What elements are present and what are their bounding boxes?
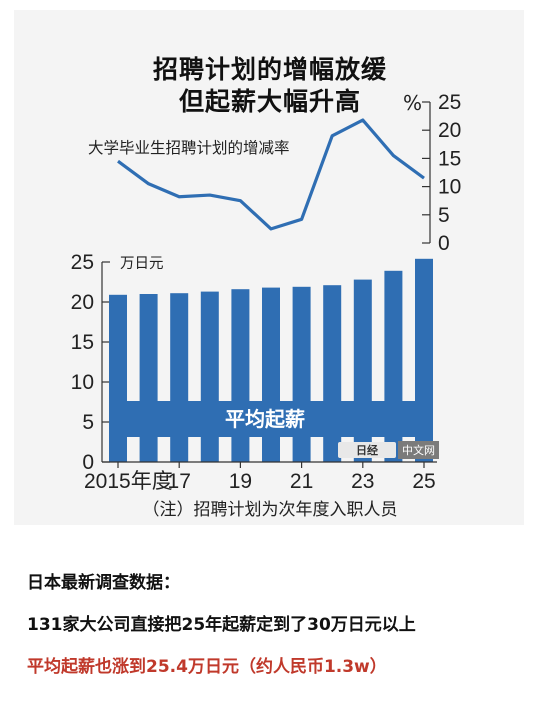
chart-title-line-1: 招聘计划的增幅放缓 — [152, 55, 387, 84]
bar-x-tick-label: 23 — [351, 470, 374, 493]
highlight-text: 平均起薪也涨到25.4万日元（约人民币1.3w） — [27, 657, 387, 677]
bar-y-tick-label: 15 — [71, 331, 94, 354]
nikkei-logo-icon: 日经 — [338, 442, 396, 458]
bar-x-tick-label: 25 — [412, 470, 435, 493]
bar-y-tick-label: 10 — [71, 371, 94, 394]
bar-label-band — [109, 401, 433, 437]
bar-y-tick-label: 0 — [82, 451, 94, 474]
line-unit-label: % — [403, 91, 422, 115]
bar-y-tick-label: 5 — [82, 411, 94, 434]
detail-text: 131家大公司直接把25年起薪定到了30万日元以上 — [27, 615, 416, 635]
line-y-tick-label: 0 — [438, 232, 450, 255]
bar-x-tick-label: 2015年度 — [84, 470, 173, 493]
bar-unit-label: 万日元 — [120, 256, 164, 272]
watermark-text: 中文网 — [398, 441, 439, 459]
bar-x-tick-label: 21 — [290, 470, 313, 493]
line-y-tick-label: 20 — [438, 119, 461, 142]
chart-caption: （注）招聘计划为次年度入职人员 — [142, 500, 398, 520]
bar-x-tick-label: 17 — [168, 470, 191, 493]
line-y-tick-label: 5 — [438, 204, 450, 227]
nikkei-watermark: 日经 中文网 — [338, 441, 439, 459]
line-y-tick-label: 10 — [438, 176, 461, 199]
line-y-tick-label: 15 — [438, 147, 461, 170]
bar-series-label: 平均起薪 — [225, 407, 305, 431]
line-series — [117, 118, 425, 231]
bar-x-tick-label: 19 — [229, 470, 252, 493]
line-y-tick-label: 25 — [438, 91, 461, 114]
chart-title-line-2: 但起薪大幅升高 — [178, 87, 361, 116]
line-series-label: 大学毕业生招聘计划的增减率 — [88, 139, 290, 157]
bar-y-tick-label: 25 — [71, 251, 94, 274]
bar-y-tick-label: 20 — [71, 291, 94, 314]
headline-text: 日本最新调查数据： — [27, 573, 180, 593]
